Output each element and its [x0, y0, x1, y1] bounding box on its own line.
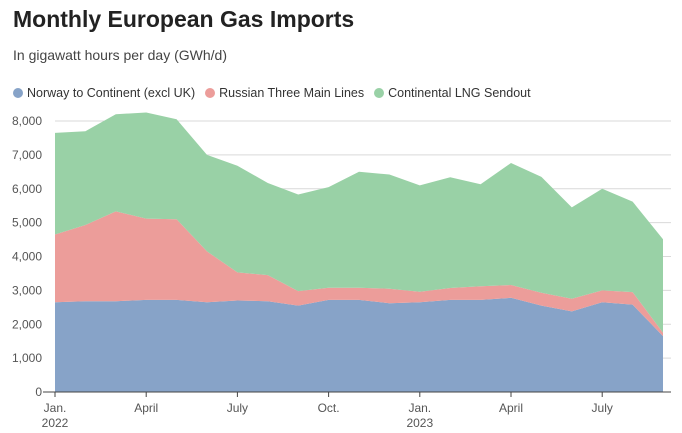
legend-item-russian: Russian Three Main Lines — [205, 86, 364, 100]
x-tick-label: July — [227, 401, 248, 415]
x-tick-label: July — [592, 401, 613, 415]
y-tick-label: 1,000 — [12, 351, 42, 365]
x-tick-year-label: 2022 — [42, 416, 69, 430]
area-series-0 — [55, 297, 663, 392]
y-tick-label: 6,000 — [12, 182, 42, 196]
legend-swatch-lng — [374, 88, 385, 98]
area-series — [55, 112, 663, 392]
x-tick-label: Jan. — [408, 401, 431, 415]
x-tick-label: April — [134, 401, 158, 415]
legend: Norway to Continent (excl UK) Russian Th… — [13, 86, 541, 100]
legend-label-norway: Norway to Continent (excl UK) — [27, 86, 196, 100]
y-tick-label: 0 — [35, 385, 42, 399]
legend-swatch-russian — [205, 88, 216, 98]
area-series-2 — [55, 112, 663, 333]
y-tick-label: 2,000 — [12, 317, 42, 331]
legend-swatch-norway — [13, 88, 23, 98]
legend-label-lng: Continental LNG Sendout — [388, 86, 531, 100]
y-tick-label: 3,000 — [12, 283, 42, 297]
x-tick-label: Jan. — [44, 401, 67, 415]
y-tick-label: 8,000 — [12, 114, 42, 128]
y-tick-label: 4,000 — [12, 250, 42, 264]
x-tick-label: April — [499, 401, 523, 415]
y-tick-label: 5,000 — [12, 216, 42, 230]
x-tick-year-label: 2023 — [406, 416, 433, 430]
area-series-1 — [55, 211, 663, 337]
chart-title: Monthly European Gas Imports — [13, 6, 355, 32]
y-tick-label: 7,000 — [12, 148, 42, 162]
chart-subtitle: In gigawatt hours per day (GWh/d) — [13, 47, 227, 63]
legend-item-lng: Continental LNG Sendout — [374, 86, 531, 100]
legend-item-norway: Norway to Continent (excl UK) — [13, 86, 195, 100]
x-tick-label: Oct. — [318, 401, 340, 415]
axes: 0 1,000 2,000 3,000 4,000 5,000 6,000 7,000 8,00… — [12, 114, 671, 430]
legend-label-russian: Russian Three Main Lines — [219, 86, 365, 100]
